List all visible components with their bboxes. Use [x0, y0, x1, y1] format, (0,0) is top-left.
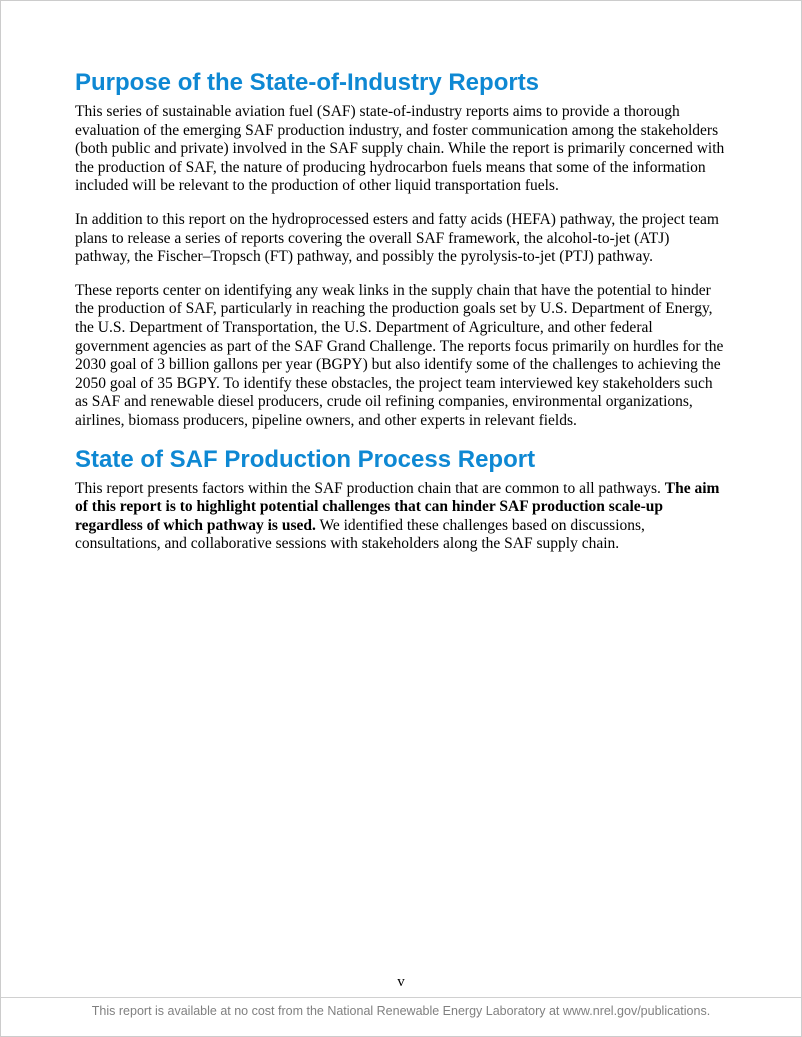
section-purpose: Purpose of the State-of-Industry Reports…: [75, 69, 727, 431]
text-span: This report presents factors within the …: [75, 480, 665, 497]
page-content: Purpose of the State-of-Industry Reports…: [1, 1, 801, 554]
paragraph: This series of sustainable aviation fuel…: [75, 103, 727, 196]
page-number: v: [1, 974, 801, 991]
section-state-of-saf: State of SAF Production Process Report T…: [75, 446, 727, 554]
heading-purpose: Purpose of the State-of-Industry Reports: [75, 69, 727, 97]
paragraph: These reports center on identifying any …: [75, 282, 727, 431]
paragraph: In addition to this report on the hydrop…: [75, 211, 727, 267]
heading-state-of-saf: State of SAF Production Process Report: [75, 446, 727, 474]
paragraph: This report presents factors within the …: [75, 480, 727, 554]
footer-text: This report is available at no cost from…: [1, 997, 801, 1018]
